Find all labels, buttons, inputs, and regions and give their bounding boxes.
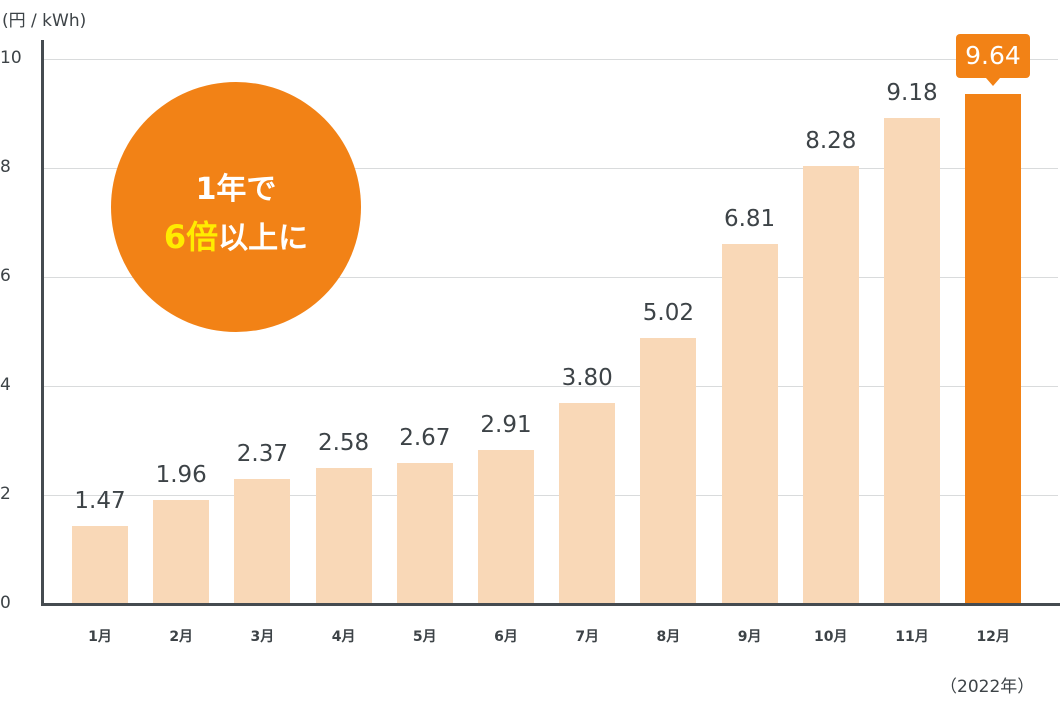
x-tick-label: 5月 [412, 629, 437, 645]
bar-value-label: 1.96 [155, 462, 207, 489]
x-tick-label: 11月 [895, 629, 929, 645]
bar-3月 [234, 478, 291, 604]
year-note: （2022年） [940, 677, 1035, 697]
bar-6月 [478, 450, 534, 604]
bar-2月 [153, 500, 210, 604]
gridline [42, 168, 1058, 169]
x-axis-line [41, 603, 1060, 606]
bar-value-label: 2.37 [236, 440, 288, 467]
bar-value-label: 3.80 [561, 364, 613, 391]
y-tick-label: 8 [0, 157, 11, 177]
growth-badge: 1年で 6倍以上に [111, 82, 361, 332]
bar-10月 [802, 165, 859, 604]
x-tick-label: 2月 [169, 629, 194, 645]
gridline [42, 59, 1058, 60]
bar-4月 [315, 467, 372, 604]
x-tick-label: 1月 [88, 629, 112, 645]
gridline [42, 386, 1058, 387]
bar-7月 [559, 402, 616, 604]
x-tick-label: 8月 [656, 629, 681, 645]
y-tick-label: 2 [0, 484, 11, 504]
bar-value-label: 2.58 [317, 429, 370, 456]
bar-11月 [884, 118, 940, 604]
y-tick-label: 6 [0, 266, 11, 286]
x-tick-label: 9月 [737, 629, 762, 645]
gridline [42, 495, 1058, 496]
bar-value-label: 9.18 [886, 80, 938, 107]
bar-value-label: 2.91 [480, 412, 532, 439]
badge-line-2: 6倍以上に [111, 212, 361, 258]
badge-rest-text: 以上に [218, 221, 309, 256]
bar-value-label: 8.28 [805, 127, 857, 154]
bar-12月 [965, 94, 1022, 604]
badge-accent-text: 6倍 [163, 218, 219, 256]
bar-5月 [396, 462, 453, 604]
bar-value-label: 2.67 [399, 424, 451, 451]
bar-9月 [721, 243, 778, 604]
y-axis-unit-label: (円 / kWh) [2, 11, 87, 31]
y-tick-label: 4 [0, 375, 11, 395]
x-tick-label: 7月 [575, 629, 600, 645]
x-tick-label: 3月 [250, 629, 275, 645]
y-tick-label: 0 [0, 593, 11, 613]
bar-1月 [72, 526, 128, 604]
bar-8月 [640, 338, 697, 604]
bar-value-label: 6.81 [723, 205, 776, 232]
highlight-value-callout: 9.64 [956, 34, 1030, 78]
callout-pointer [986, 78, 1000, 86]
x-tick-label: 10月 [814, 629, 848, 645]
x-tick-label: 6月 [494, 629, 518, 645]
x-tick-label: 4月 [331, 629, 356, 645]
y-tick-label: 10 [0, 48, 22, 68]
badge-line-1: 1年で [195, 172, 277, 207]
bar-value-label: 5.02 [642, 300, 694, 327]
y-axis-line [41, 40, 44, 606]
x-tick-label: 12月 [976, 629, 1010, 645]
gridline [42, 277, 1058, 278]
bar-value-label: 1.47 [74, 488, 126, 515]
